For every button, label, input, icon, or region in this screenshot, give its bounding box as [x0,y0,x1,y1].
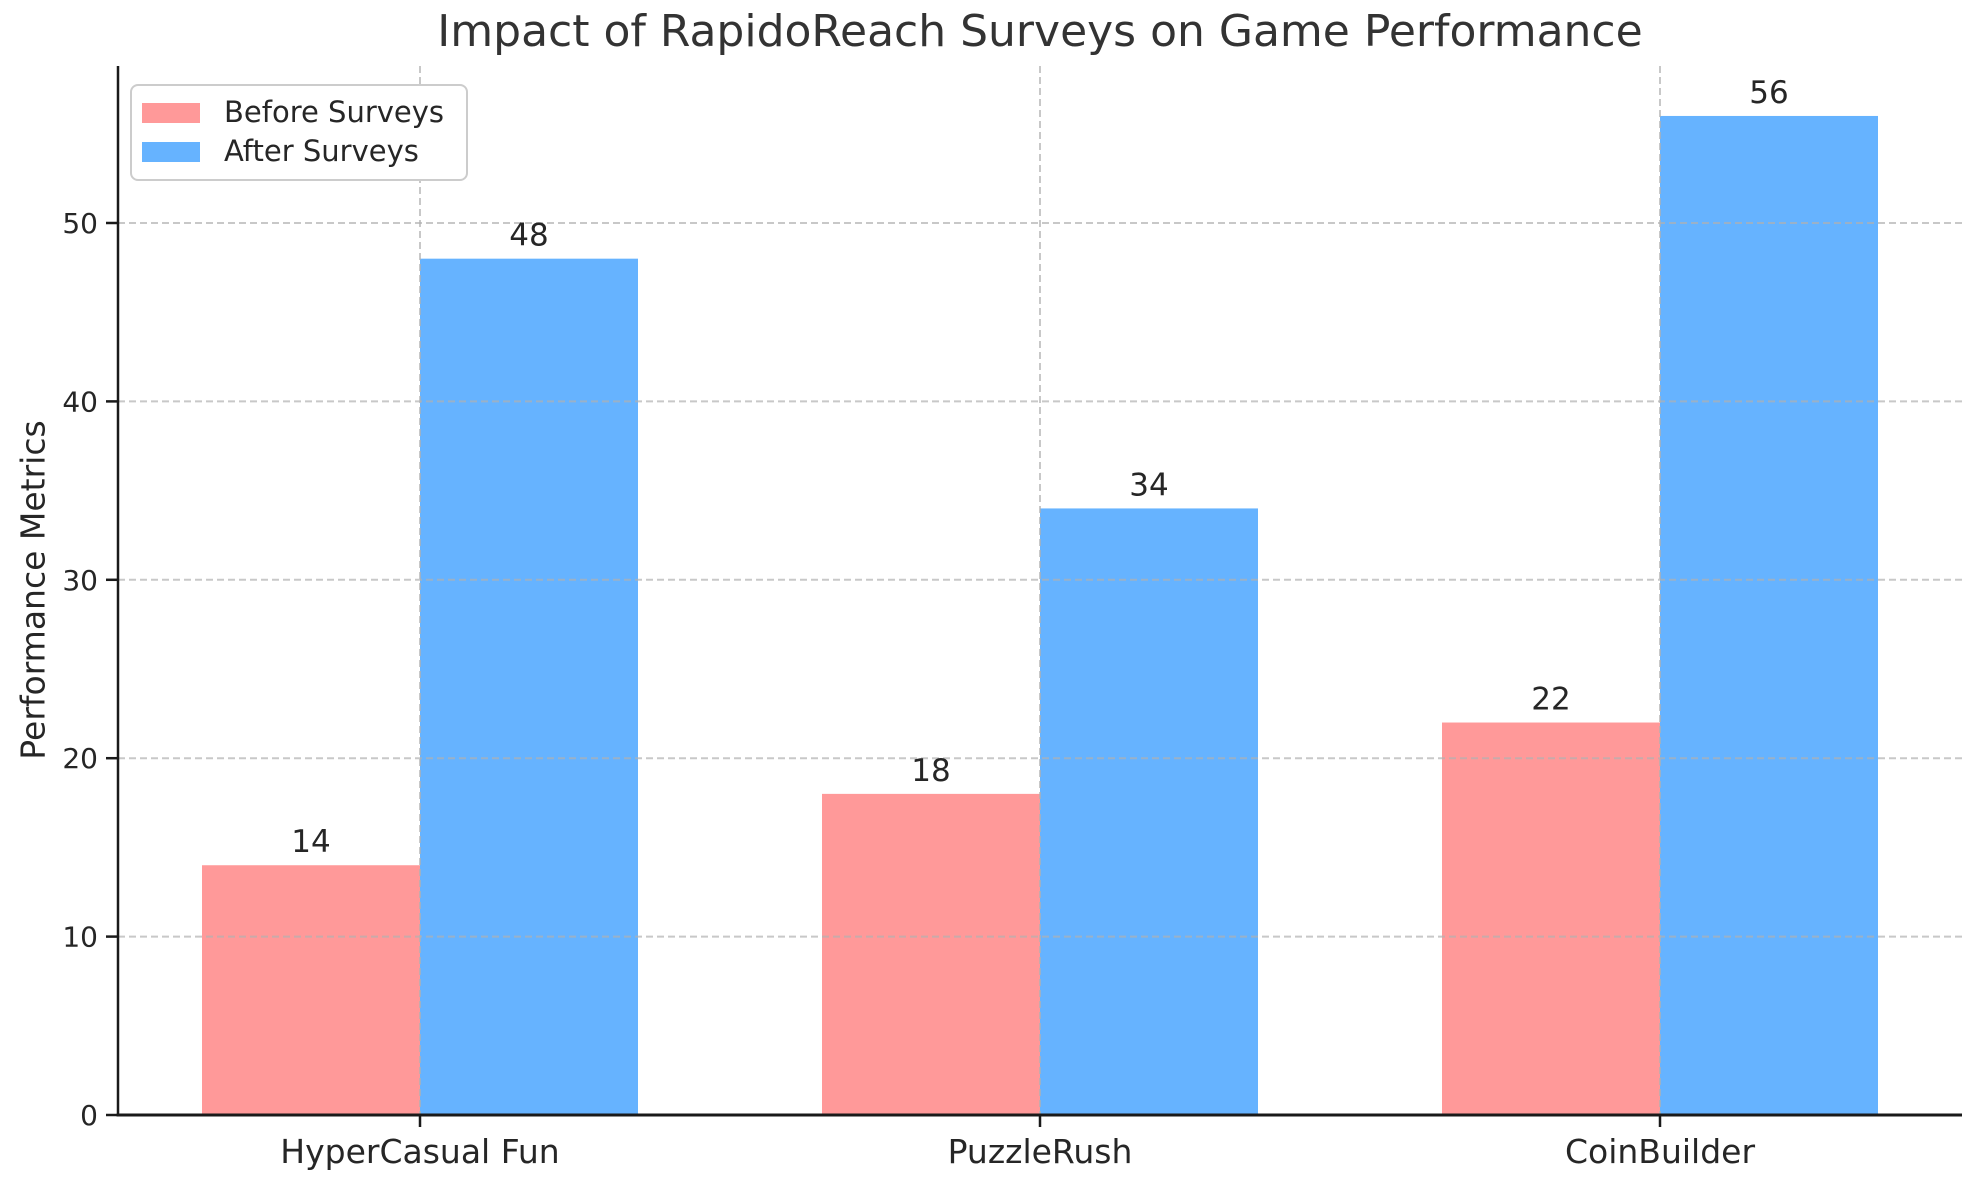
legend-swatch-before-icon [142,102,200,123]
bar-value-label-before-surveys-hypercasual-fun: 14 [291,824,330,860]
y-tick-label-30: 30 [62,564,98,597]
bar-value-label-after-surveys-hypercasual-fun: 48 [509,218,548,254]
bar-before-surveys-puzzlerush [822,793,1040,1115]
x-category-label-hypercasual-fun: HyperCasual Fun [280,1132,559,1171]
legend-label-after: After Surveys [224,133,419,168]
y-tick-label-0: 0 [80,1099,98,1132]
chart-title: Impact of RapidoReach Surveys on Game Pe… [437,6,1643,57]
y-tick-label-10: 10 [62,921,98,954]
legend-item-before-surveys: Before Surveys [142,95,445,129]
bar-after-surveys-hypercasual-fun [420,258,638,1115]
y-tick-label-40: 40 [62,385,98,418]
bar-value-label-before-surveys-coinbuilder: 22 [1531,682,1570,718]
bar-value-label-before-surveys-puzzlerush: 18 [911,753,950,789]
legend-item-after-surveys: After Surveys [142,133,444,168]
bar-value-label-after-surveys-coinbuilder: 56 [1749,75,1788,111]
y-tick-label-20: 20 [62,742,98,775]
x-category-label-puzzlerush: PuzzleRush [948,1132,1133,1171]
x-category-label-coinbuilder: CoinBuilder [1565,1132,1755,1171]
bar-before-surveys-hypercasual-fun [202,865,420,1115]
bar-after-surveys-coinbuilder [1660,115,1878,1115]
legend-label-before: Before Surveys [224,95,445,129]
bar-before-surveys-coinbuilder [1442,722,1660,1115]
bar-after-surveys-puzzlerush [1040,508,1258,1115]
bar-value-label-after-surveys-puzzlerush: 34 [1129,467,1168,503]
legend: Before Surveys After Surveys [130,84,469,181]
y-tick-label-50: 50 [62,207,98,240]
legend-swatch-after-icon [142,141,200,162]
